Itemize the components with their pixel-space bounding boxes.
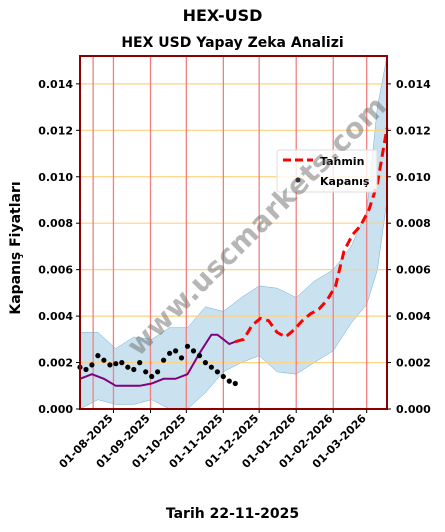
close-point bbox=[167, 350, 173, 356]
close-point bbox=[107, 362, 113, 368]
close-point bbox=[196, 353, 203, 359]
close-point bbox=[232, 380, 238, 387]
legend: Tahmin Kapanış bbox=[276, 149, 378, 193]
close-point bbox=[202, 360, 208, 366]
y-tick-label: 0.008 bbox=[38, 217, 73, 230]
close-point bbox=[184, 343, 191, 349]
y-tick-label: 0.004 bbox=[396, 310, 431, 323]
confidence-band-layer bbox=[79, 55, 388, 410]
y-tick-label: 0.008 bbox=[396, 217, 431, 230]
y-tick-label: 0.010 bbox=[38, 171, 73, 184]
close-point bbox=[190, 348, 197, 354]
average-line bbox=[79, 333, 236, 387]
y-axis-label: Kapanış Fiyatları bbox=[8, 181, 24, 314]
average-line-layer bbox=[79, 333, 236, 387]
y-axis-right: 0.000 0.002 0.004 0.006 0.008 0.010 0.012 0.014 bbox=[387, 78, 431, 416]
plot-frame bbox=[79, 55, 388, 410]
y-tick-label: 0.006 bbox=[396, 264, 431, 277]
forecast-line bbox=[234, 127, 389, 344]
close-point bbox=[173, 348, 179, 354]
close-point bbox=[125, 364, 131, 370]
y-tick-label: 0.004 bbox=[38, 310, 73, 323]
close-point bbox=[161, 357, 167, 363]
close-point bbox=[208, 364, 214, 370]
x-axis: 01-08-202501-09-202501-10-202501-11-2025… bbox=[57, 409, 369, 471]
legend-kapanis-label: Kapanış bbox=[320, 175, 370, 188]
y-tick-label: 0.012 bbox=[396, 124, 431, 137]
close-point bbox=[155, 369, 161, 375]
y-tick-label: 0.010 bbox=[396, 171, 431, 184]
y-tick-label: 0.000 bbox=[38, 403, 73, 416]
y-tick-label: 0.002 bbox=[38, 357, 73, 370]
close-dots-layer bbox=[77, 343, 238, 387]
grid-layer bbox=[80, 56, 387, 409]
chart-title: HEX USD Yapay Zeka Analizi bbox=[121, 35, 344, 51]
close-point bbox=[131, 366, 137, 373]
close-point bbox=[113, 361, 119, 367]
close-point bbox=[143, 369, 149, 375]
close-point bbox=[119, 360, 125, 366]
close-point bbox=[226, 378, 232, 384]
y-tick-label: 0.014 bbox=[38, 78, 73, 91]
y-tick-label: 0.002 bbox=[396, 357, 431, 370]
figure-suptitle: HEX-USD bbox=[182, 6, 263, 25]
close-point bbox=[214, 369, 220, 375]
y-tick-label: 0.006 bbox=[38, 264, 73, 277]
close-point bbox=[178, 355, 185, 361]
legend-tahmin-label: Tahmin bbox=[320, 155, 364, 168]
forecast-line-layer bbox=[234, 127, 389, 344]
close-point bbox=[220, 373, 226, 380]
confidence-band bbox=[79, 55, 388, 410]
close-point bbox=[83, 366, 89, 373]
close-point bbox=[101, 357, 107, 363]
y-tick-label: 0.012 bbox=[38, 124, 73, 137]
y-tick-label: 0.014 bbox=[396, 78, 431, 91]
y-axis-left: 0.000 0.002 0.004 0.006 0.008 0.010 0.012 0.014 bbox=[38, 78, 80, 416]
y-tick-label: 0.000 bbox=[396, 403, 431, 416]
footer-date: Tarih 22-11-2025 bbox=[165, 506, 300, 522]
close-point bbox=[89, 362, 95, 368]
legend-kapanis-swatch bbox=[295, 177, 301, 183]
close-point bbox=[95, 353, 101, 359]
close-point bbox=[149, 373, 155, 380]
close-point bbox=[137, 360, 143, 366]
